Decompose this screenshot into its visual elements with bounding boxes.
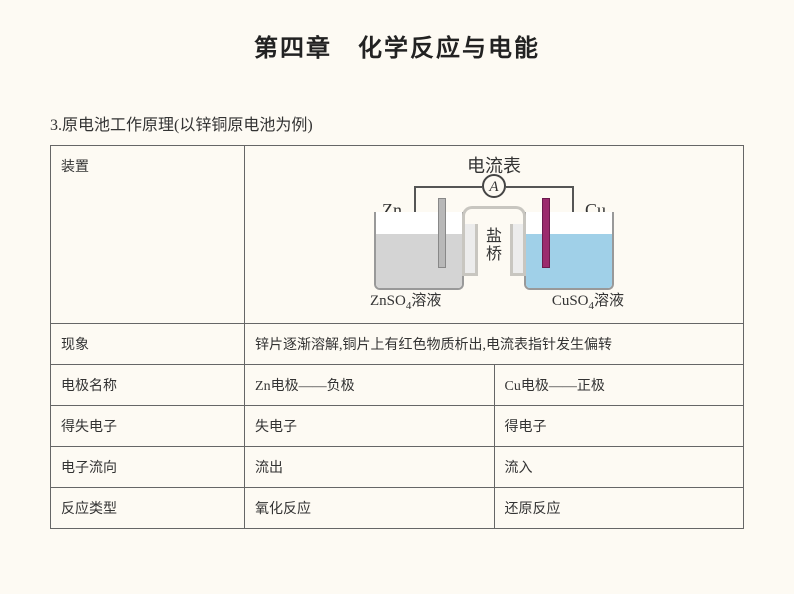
zn-electrode-name: Zn电极——负极 bbox=[245, 365, 494, 406]
cu-reaction-type: 还原反应 bbox=[494, 488, 743, 529]
zn-electrode-icon bbox=[438, 198, 446, 268]
section-subtitle: 3.原电池工作原理(以锌铜原电池为例) bbox=[50, 111, 744, 135]
row-label-electron-flow: 电子流向 bbox=[51, 447, 245, 488]
cu-electron-gainloss: 得电子 bbox=[494, 406, 743, 447]
table-row: 反应类型 氧化反应 还原反应 bbox=[51, 488, 744, 529]
table-row: 电子流向 流出 流入 bbox=[51, 447, 744, 488]
left-solution-label: ZnSO4溶液 bbox=[370, 289, 441, 312]
table-row: 得失电子 失电子 得电子 bbox=[51, 406, 744, 447]
galvanic-cell-diagram: 电流表 A Zn Cu bbox=[334, 152, 654, 312]
salt-bridge-label: 盐桥 bbox=[462, 228, 526, 264]
page-title: 第四章 化学反应与电能 bbox=[50, 28, 744, 63]
cu-electron-flow: 流入 bbox=[494, 447, 743, 488]
zn-solution-icon bbox=[376, 234, 462, 288]
cu-solution-icon bbox=[526, 234, 612, 288]
wire-icon bbox=[506, 186, 574, 188]
table-row: 装置 电流表 A Zn Cu bbox=[51, 146, 744, 324]
table-row: 电极名称 Zn电极——负极 Cu电极——正极 bbox=[51, 365, 744, 406]
beaker-right-icon bbox=[524, 212, 614, 290]
beaker-left-icon bbox=[374, 212, 464, 290]
principle-table: 装置 电流表 A Zn Cu bbox=[50, 145, 744, 529]
ammeter-icon: A bbox=[482, 174, 506, 198]
zn-electron-flow: 流出 bbox=[245, 447, 494, 488]
cu-electrode-name: Cu电极——正极 bbox=[494, 365, 743, 406]
wire-icon bbox=[414, 186, 482, 188]
row-label-reaction-type: 反应类型 bbox=[51, 488, 245, 529]
row-label-device: 装置 bbox=[51, 146, 245, 324]
right-solution-label: CuSO4溶液 bbox=[552, 289, 624, 312]
row-label-electron-gainloss: 得失电子 bbox=[51, 406, 245, 447]
zn-electron-gainloss: 失电子 bbox=[245, 406, 494, 447]
diagram-cell: 电流表 A Zn Cu bbox=[245, 146, 744, 324]
row-label-phenomenon: 现象 bbox=[51, 324, 245, 365]
cu-electrode-icon bbox=[542, 198, 550, 268]
salt-bridge-icon: 盐桥 bbox=[462, 206, 526, 276]
row-label-electrode: 电极名称 bbox=[51, 365, 245, 406]
table-row: 现象 锌片逐渐溶解,铜片上有红色物质析出,电流表指针发生偏转 bbox=[51, 324, 744, 365]
zn-reaction-type: 氧化反应 bbox=[245, 488, 494, 529]
phenomenon-text: 锌片逐渐溶解,铜片上有红色物质析出,电流表指针发生偏转 bbox=[245, 324, 744, 365]
